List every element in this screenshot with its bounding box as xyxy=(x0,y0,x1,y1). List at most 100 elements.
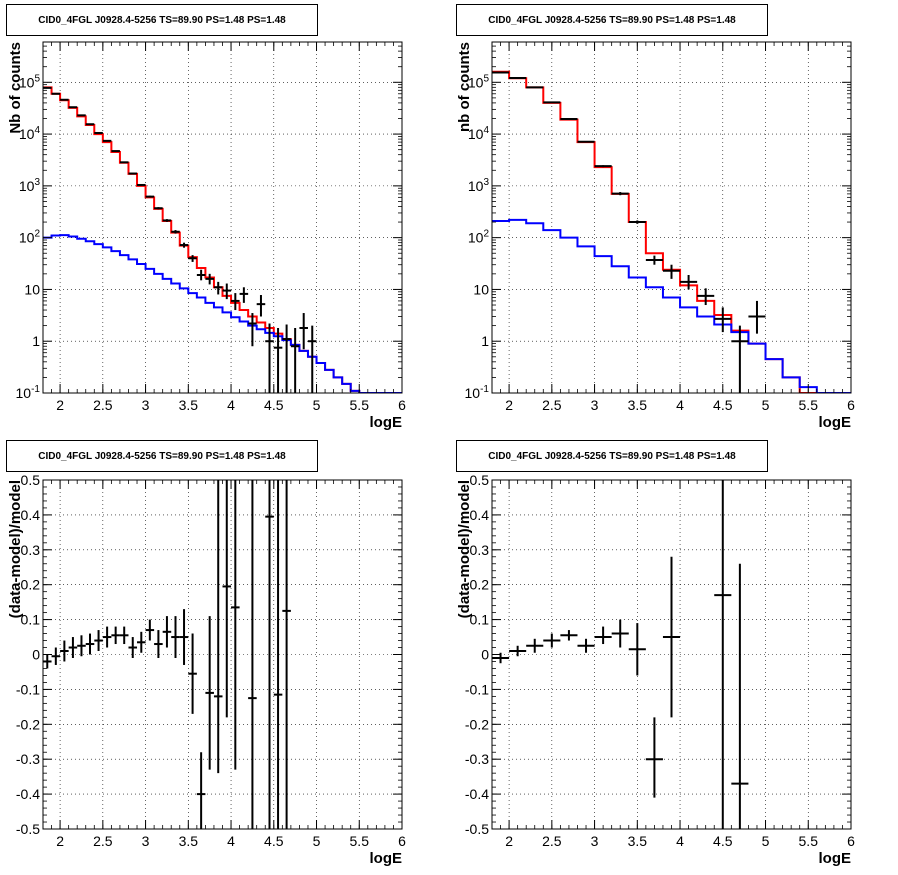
data-point xyxy=(509,645,527,657)
tick-base: 10 xyxy=(468,126,484,142)
y-tick-label: 0.2 xyxy=(21,577,41,593)
y-tick-label: 104 xyxy=(19,125,41,142)
data-point xyxy=(299,313,308,350)
tick-exponent: 2 xyxy=(34,229,40,240)
plot-frame xyxy=(42,479,403,830)
y-tick-label: 105 xyxy=(468,73,490,90)
data-point xyxy=(102,139,112,142)
x-tick-label: 5.5 xyxy=(799,833,819,849)
data-point xyxy=(731,325,749,393)
data-point xyxy=(526,86,544,89)
y-tick-label: 0.2 xyxy=(470,577,490,593)
data-point xyxy=(714,307,732,333)
x-tick-label: 3 xyxy=(591,833,599,849)
data-point xyxy=(60,640,69,662)
data-point xyxy=(628,220,646,224)
data-point xyxy=(154,630,163,658)
x-axis-title: logE xyxy=(819,850,852,867)
data-point xyxy=(119,626,129,645)
x-tick-label: 6 xyxy=(847,397,855,413)
x-tick-label: 2.5 xyxy=(542,397,562,413)
data-point xyxy=(171,616,180,658)
y-tick-label: 0.5 xyxy=(470,472,490,488)
y-tick-label: 0.4 xyxy=(470,507,490,523)
data-point xyxy=(85,123,95,126)
y-tick-label: -0.2 xyxy=(16,716,40,732)
x-tick-label: 5 xyxy=(313,397,321,413)
data-point xyxy=(273,327,283,393)
x-tick-label: 4.5 xyxy=(264,833,284,849)
data-point xyxy=(68,637,78,658)
x-tick-label: 2.5 xyxy=(93,397,113,413)
y-tick-label: 104 xyxy=(468,125,490,142)
x-tick-label: 3 xyxy=(142,833,150,849)
data-point xyxy=(51,92,61,95)
tick-base: 10 xyxy=(465,385,481,401)
data-point xyxy=(196,752,206,829)
data-point xyxy=(213,281,223,295)
data-point xyxy=(179,242,189,248)
x-axis-title: logE xyxy=(819,414,852,431)
data-point xyxy=(239,287,249,303)
y-tick-label: -0.5 xyxy=(465,821,489,837)
data-point xyxy=(662,264,681,279)
data-point xyxy=(128,172,138,175)
data-point xyxy=(77,635,86,657)
x-tick-label: 3 xyxy=(142,397,150,413)
y-tick-label: 0.4 xyxy=(21,507,41,523)
y-axis-title: (data-model)/model xyxy=(7,480,24,618)
series-group xyxy=(492,70,851,393)
data-point xyxy=(265,323,274,393)
plot-frame xyxy=(42,41,403,394)
y-tick-label: 102 xyxy=(468,229,490,246)
data-point xyxy=(222,480,232,718)
tick-exponent: 5 xyxy=(483,73,489,84)
x-tick-label: 4 xyxy=(676,833,684,849)
y-tick-label: 10-1 xyxy=(16,384,41,401)
y-tick-label: 0.5 xyxy=(21,472,41,488)
x-tick-label: 5 xyxy=(762,397,770,413)
data-point xyxy=(577,140,595,143)
x-tick-label: 3.5 xyxy=(628,397,648,413)
data-point xyxy=(231,293,240,311)
y-tick-label: 0 xyxy=(481,647,489,663)
data-point xyxy=(77,114,86,117)
data-point xyxy=(543,633,561,648)
data-point xyxy=(162,219,172,222)
x-tick-label: 3.5 xyxy=(628,833,648,849)
y-tick-label: -0.5 xyxy=(16,821,40,837)
x-tick-label: 5.5 xyxy=(350,833,370,849)
y-tick-label: -0.1 xyxy=(16,681,40,697)
data-point xyxy=(188,255,197,262)
y-tick-label: 0.1 xyxy=(21,612,41,628)
y-tick-label: 1 xyxy=(481,333,489,349)
y-tick-label: 0.3 xyxy=(21,542,41,558)
x-axis-title: logE xyxy=(370,414,403,431)
histogram-series-2 xyxy=(492,218,851,393)
data-point xyxy=(628,623,646,676)
data-point xyxy=(102,626,112,648)
tick-base: 10 xyxy=(19,178,35,194)
data-point xyxy=(248,480,257,829)
x-tick-label: 2 xyxy=(56,833,64,849)
data-point xyxy=(560,630,578,641)
tick-exponent: 2 xyxy=(483,229,489,240)
x-tick-label: 4.5 xyxy=(264,397,284,413)
tick-exponent: 4 xyxy=(483,125,489,136)
x-tick-label: 6 xyxy=(847,833,855,849)
data-point xyxy=(594,165,612,168)
data-point xyxy=(577,638,595,653)
y-tick-label: 10 xyxy=(24,281,40,297)
y-tick-label: 0.1 xyxy=(470,612,490,628)
y-tick-label: 10-1 xyxy=(465,384,490,401)
x-tick-label: 5.5 xyxy=(350,397,370,413)
plot-title-1: CID0_4FGL J0928.4-5256 TS=89.90 PS=1.48 … xyxy=(6,4,318,36)
data-point xyxy=(188,633,197,714)
x-tick-label: 5 xyxy=(762,833,770,849)
plot-frame xyxy=(491,41,852,394)
y-tick-label: -0.3 xyxy=(465,751,489,767)
x-tick-label: 3 xyxy=(591,397,599,413)
plot-panel-1: 2 2.5 3 3.5 4 4.5 5 5.5 610-1110102103104105logE… xyxy=(7,41,406,431)
data-point xyxy=(94,131,103,134)
x-tick-label: 4.5 xyxy=(713,397,733,413)
